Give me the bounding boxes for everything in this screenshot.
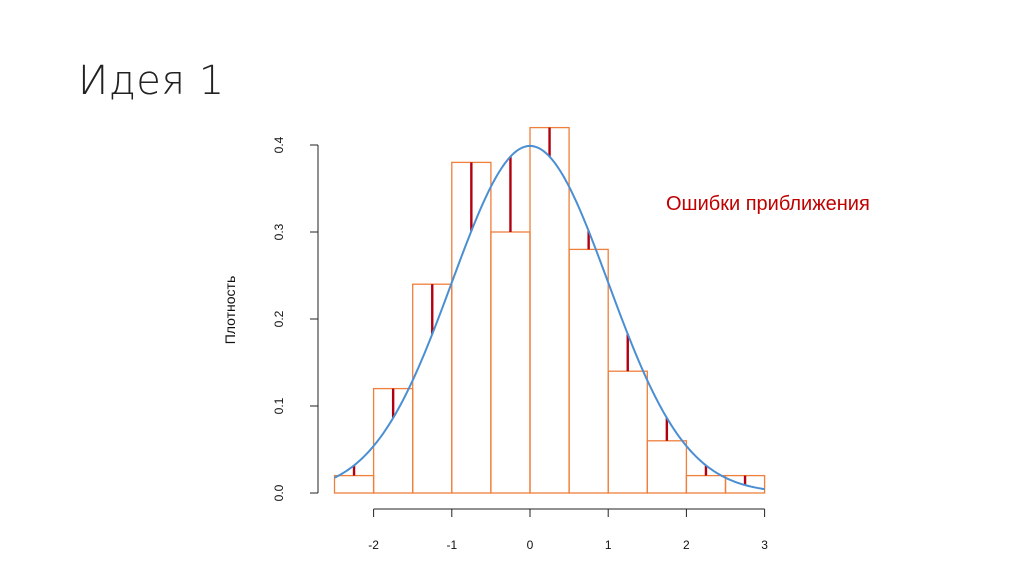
approximation-errors-label: Ошибки приближения [666,193,870,215]
histogram-bar [490,231,531,494]
y-tick-label: 0.4 [272,136,286,153]
slide-title: Идея 1 [78,58,225,104]
y-tick-label: 0.0 [272,484,286,501]
y-tick-label: 0.2 [272,310,286,327]
histogram-bars [333,126,766,494]
y-tick-label: 0.3 [272,223,286,240]
x-axis: -2 -1 0 1 2 3 [368,508,768,552]
y-axis: 0.0 0.1 0.2 0.3 0.4 [272,136,319,501]
x-tick-label: 3 [761,538,768,552]
density-curve-layer [334,144,765,491]
approximation-error-lines [352,127,747,486]
x-tick-label: 0 [527,538,534,552]
x-tick-label: -1 [446,538,457,552]
histogram-bar [568,248,609,494]
histogram-bar [529,126,570,494]
histogram-bar [646,440,688,494]
y-axis-label: Плотность [222,276,238,345]
histogram-bar [607,370,648,494]
x-tick-label: 2 [683,538,690,552]
x-tick-label: -2 [368,538,379,552]
histogram-bar [685,474,727,494]
histogram-bar [333,474,375,494]
density-curve [334,144,765,491]
x-tick-label: 1 [605,538,612,552]
y-tick-label: 0.1 [272,397,286,414]
